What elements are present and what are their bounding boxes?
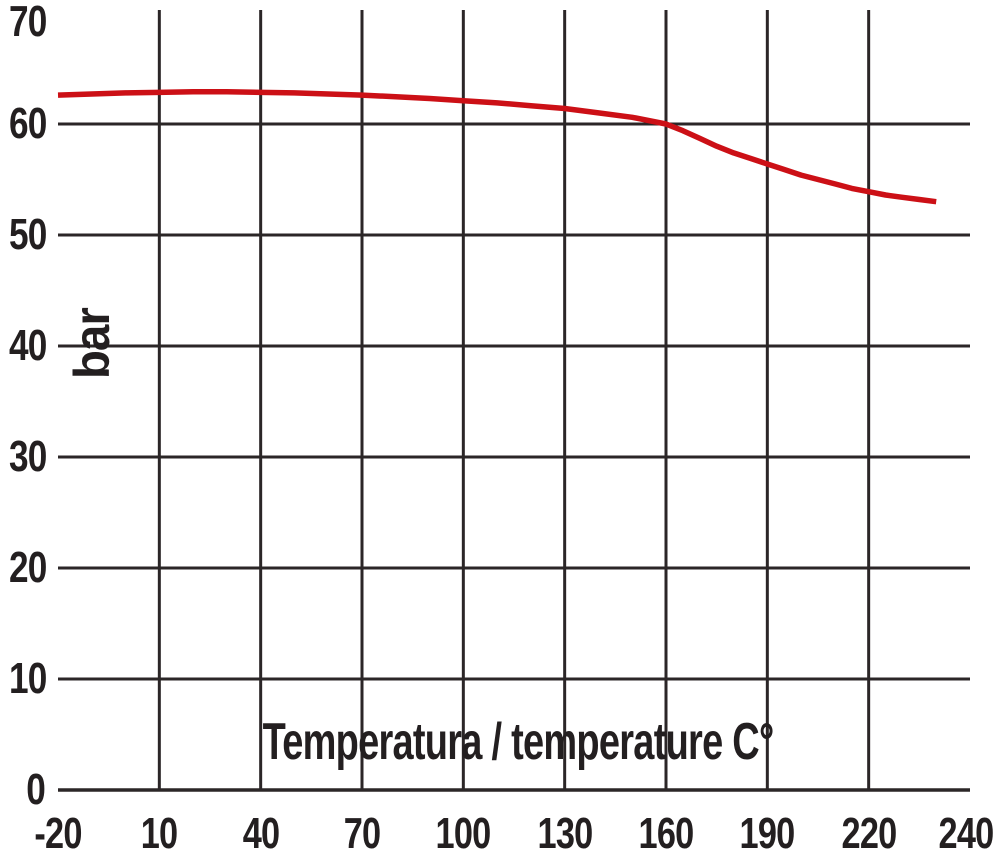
x-tick-label: 160	[638, 809, 695, 858]
y-tick-label: 0	[26, 765, 46, 814]
y-tick-label: 50	[9, 210, 47, 259]
pressure-curve	[57, 89, 937, 205]
x-tick-label: 10	[141, 809, 178, 858]
x-tick-label: 190	[739, 809, 796, 858]
x-tick-label: 240	[938, 809, 995, 858]
y-tick-label: 40	[9, 321, 47, 370]
y-tick-label: 20	[9, 543, 47, 592]
y-tick-label: 70	[9, 0, 47, 46]
y-axis-title-text: bar	[64, 308, 120, 380]
x-tick-label: -20	[34, 809, 82, 858]
x-tick-label: 40	[242, 809, 279, 858]
y-axis-title: bar	[42, 294, 142, 394]
y-tick-label: 30	[9, 432, 47, 481]
y-tick-label: 60	[9, 99, 47, 148]
y-tick-label: 10	[9, 654, 47, 703]
x-tick-label: 130	[537, 809, 593, 858]
x-axis-title-text: Temperatura / temperature C°	[262, 713, 775, 771]
x-tick-label: 100	[435, 809, 492, 858]
x-axis-title: Temperatura / temperature C°	[168, 716, 868, 768]
x-tick-label: 220	[841, 809, 897, 858]
x-tick-label: 70	[343, 809, 381, 858]
